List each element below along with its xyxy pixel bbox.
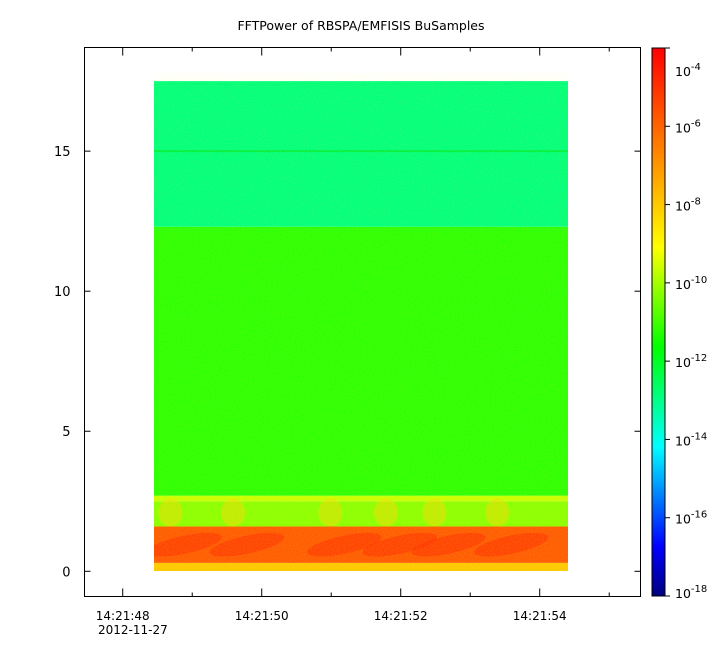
x-tick-label: 14:21:52 xyxy=(374,609,428,623)
y-axis: 0 5 10 15 xyxy=(54,145,641,580)
colorbar-tick-label: 10-6 xyxy=(675,118,701,135)
x-tick-label: 14:21:50 xyxy=(235,609,289,623)
colorbar-tick-label: 10-4 xyxy=(675,62,701,79)
colorbar xyxy=(651,47,666,597)
colorbar-tick-label: 10-12 xyxy=(675,353,707,370)
colorbar-tick-label: 10-18 xyxy=(675,584,707,601)
chart-title: FFTPower of RBSPA/EMFISIS BuSamples xyxy=(237,18,484,33)
x-axis: 14:21:48 14:21:50 14:21:52 14:21:54 xyxy=(96,47,610,623)
colorbar-tick-label: 10-8 xyxy=(675,197,701,214)
colorbar-tick-label: 10-10 xyxy=(675,275,707,292)
heatmap-noise xyxy=(154,73,568,571)
y-tick-label: 0 xyxy=(62,565,70,580)
x-tick-label: 14:21:48 xyxy=(96,609,150,623)
colorbar-axis: 10-4 10-6 10-8 10-10 10-12 10-14 10-16 10-18 xyxy=(665,47,707,601)
y-tick-label: 10 xyxy=(54,285,71,300)
y-tick-label: 5 xyxy=(62,425,70,440)
x-date-label: 2012-11-27 xyxy=(98,623,168,637)
x-tick-label: 14:21:54 xyxy=(513,609,567,623)
colorbar-tick-label: 10-16 xyxy=(675,510,707,527)
colorbar-tick-label: 10-14 xyxy=(675,431,707,448)
y-tick-label: 15 xyxy=(54,145,71,160)
